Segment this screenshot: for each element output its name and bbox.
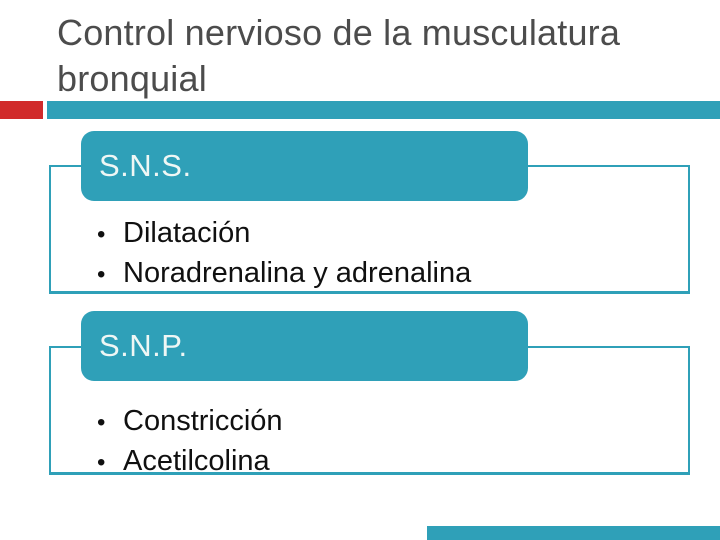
bullet-text: Dilatación [123,217,251,249]
snp-header-pill: S.N.P. [81,311,528,381]
list-item: • Constricción [97,402,283,442]
slide-title: Control nervioso de la musculatura bronq… [57,12,621,99]
sns-header-label: S.N.S. [99,148,192,183]
bullet-text: Constricción [123,405,283,437]
list-item: • Dilatación [97,214,471,254]
list-item: • Noradrenalina y adrenalina [97,254,471,294]
sns-header-pill: S.N.S. [81,131,528,201]
sns-bullet-list: • Dilatación • Noradrenalina y adrenalin… [97,214,471,294]
bullet-icon: • [97,449,106,476]
snp-bullet-list: • Constricción • Acetilcolina [97,402,283,482]
bullet-text: Noradrenalina y adrenalina [123,257,472,289]
footer-accent-bar [427,526,720,540]
bullet-icon: • [97,221,106,248]
teal-title-rule [47,101,720,119]
bullet-icon: • [97,261,106,288]
list-item: • Acetilcolina [97,442,283,482]
bullet-text: Acetilcolina [123,445,270,477]
red-accent-square [0,101,43,119]
bullet-icon: • [97,409,106,436]
snp-header-label: S.N.P. [99,328,188,363]
